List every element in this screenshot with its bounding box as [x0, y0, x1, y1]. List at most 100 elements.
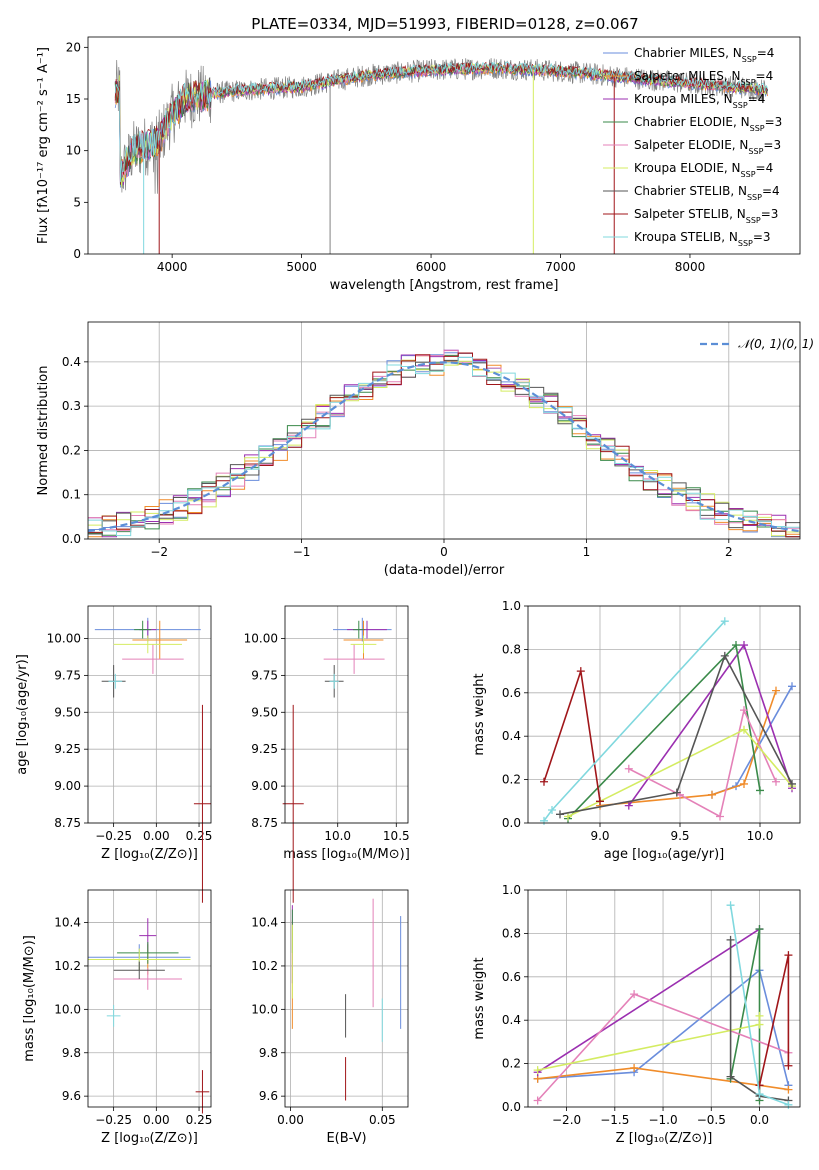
- plus-marker: [755, 1089, 764, 1098]
- legend-subscript: SSP: [746, 216, 761, 225]
- plus-marker: [564, 812, 572, 821]
- legend-entry: Kroupa MILES, NSSP=4: [634, 92, 765, 110]
- plot-frame: [527, 889, 801, 1108]
- y-tick-label: 15: [66, 92, 81, 106]
- histogram-series-8: [88, 352, 800, 538]
- plus-marker: [540, 816, 548, 825]
- plot-frame: [87, 605, 212, 824]
- x-tick-label: 8000: [675, 260, 706, 274]
- x-tick-label: 2: [725, 545, 733, 559]
- plus-marker: [740, 641, 748, 650]
- y-tick-label: 10.0: [54, 1002, 81, 1016]
- plot-frame: [284, 605, 409, 824]
- y-tick-label: 9.50: [251, 705, 278, 719]
- plot-frame: [284, 889, 409, 1108]
- page-title: PLATE=0334, MJD=51993, FIBERID=0128, z=0…: [251, 15, 638, 33]
- x-tick-label: 1: [583, 545, 591, 559]
- plus-marker: [784, 951, 793, 960]
- plus-marker: [630, 990, 639, 999]
- y-tick-label: 0.2: [502, 773, 521, 787]
- legend-suffix: =4: [762, 184, 780, 198]
- metallicity-massweight-panel: −2.0 −1.5 −1.0 −0.5 0.0 0.0 0.2 0.4 0.6 0.8 1.0 Z […: [472, 883, 801, 1146]
- y-tick-label: 8.75: [54, 816, 81, 830]
- y-tick-label: 0.4: [62, 355, 81, 369]
- y-tick-label: 10.2: [251, 959, 278, 973]
- plus-marker: [788, 779, 796, 788]
- mass-weight-series-7: [559, 653, 793, 816]
- x-axis-label: mass [log₁₀(M/M⊙)]: [283, 847, 410, 862]
- mass-weight-series-4: [729, 928, 761, 1101]
- plot-frame: [87, 889, 212, 1108]
- plus-marker: [540, 777, 548, 786]
- y-tick-label: 5: [73, 195, 81, 209]
- mass-weight-series-4: [567, 643, 761, 820]
- spectrum-lines: [114, 58, 768, 254]
- y-tick-label: 10.4: [251, 916, 278, 930]
- x-tick-label: −2.0: [552, 1113, 581, 1127]
- x-tick-label: −0.25: [95, 829, 132, 843]
- y-tick-label: 0.8: [502, 642, 521, 656]
- y-tick-label: 0.6: [502, 970, 521, 984]
- plot-frame: [527, 605, 801, 824]
- metallicity-mass-panel: −0.25 0.00 0.25 9.6 9.8 10.0 10.2 10.4 Z [log₁₀(…: [22, 889, 212, 1146]
- y-tick-label: 8.75: [251, 816, 278, 830]
- legend-subscript: SSP: [748, 147, 763, 156]
- spectrum-panel: 4000 5000 6000 7000 8000 0 5 10 15 20 wavelength […: [36, 36, 801, 293]
- y-tick-label: 9.75: [251, 668, 278, 682]
- x-axis-label: age [log₁₀(age/yr)]: [604, 847, 725, 862]
- x-tick-label: −2: [150, 545, 168, 559]
- x-tick-label: 4000: [157, 260, 188, 274]
- plus-marker: [576, 667, 585, 676]
- x-axis-label: Z [log₁₀(Z/Z⊙)]: [616, 1131, 713, 1146]
- y-tick-label: 0.8: [502, 926, 521, 940]
- plus-marker: [624, 764, 633, 773]
- plot-frame: [87, 36, 801, 255]
- x-tick-label: 10.0: [747, 829, 774, 843]
- legend-subscript: SSP: [742, 55, 757, 64]
- y-tick-label: 0.6: [502, 686, 521, 700]
- age-massweight-panel: 9.0 9.5 10.0 0.0 0.2 0.4 0.6 0.8 1.0 age [log₁₀(a…: [472, 599, 801, 862]
- plus-marker: [772, 777, 780, 786]
- y-tick-label: 0.4: [502, 1013, 521, 1027]
- legend-suffix: =4: [757, 46, 775, 60]
- legend-subscript: SSP: [741, 78, 756, 87]
- legend-suffix: =3: [753, 230, 771, 244]
- legend-entry: Kroupa ELODIE, NSSP=4: [634, 161, 773, 179]
- x-tick-label: −1.0: [648, 1113, 677, 1127]
- model-spectrum-9: [114, 61, 768, 183]
- normal-curve: [88, 361, 800, 533]
- legend-subscript: SSP: [747, 193, 762, 202]
- plus-marker: [784, 1100, 793, 1109]
- y-axis-label: Flux [fλ10⁻¹⁷ erg cm⁻² s⁻¹ A⁻¹]: [36, 47, 51, 244]
- plus-marker: [596, 797, 604, 806]
- legend-entry: Chabrier ELODIE, NSSP=3: [634, 115, 782, 133]
- y-tick-label: 10: [66, 144, 81, 158]
- y-tick-label: 10.0: [251, 1002, 278, 1016]
- plus-marker: [726, 935, 735, 944]
- legend-suffix: =3: [763, 138, 781, 152]
- residual-histogram-panel: −2 −1 0 1 2 0.0 0.1 0.2 0.3 0.4 (data-model)/error…: [36, 321, 814, 578]
- y-tick-label: 0.4: [502, 729, 521, 743]
- plus-marker: [755, 1011, 764, 1020]
- plot-frame: [87, 321, 801, 540]
- legend-subscript: SSP: [750, 124, 765, 133]
- legend-entry: Chabrier MILES, NSSP=4: [634, 46, 774, 64]
- y-axis-label: mass [log₁₀(M/M⊙)]: [22, 935, 37, 1062]
- legend-suffix: =3: [761, 207, 779, 221]
- mass-weight-series-2: [537, 1067, 789, 1091]
- mass-weight-series-7: [729, 939, 789, 1102]
- x-tick-label: 9.5: [670, 829, 689, 843]
- x-tick-label: 6000: [416, 260, 447, 274]
- y-tick-label: 0.2: [502, 1057, 521, 1071]
- plus-marker: [784, 1061, 793, 1070]
- y-axis-label: mass weight: [472, 673, 487, 755]
- histograms: [88, 349, 800, 538]
- plus-marker: [556, 810, 564, 819]
- y-tick-label: 9.00: [54, 779, 81, 793]
- x-tick-label: −1: [293, 545, 311, 559]
- x-tick-label: 0.25: [186, 829, 213, 843]
- y-tick-label: 1.0: [502, 599, 521, 613]
- ebv-mass-panel: 0.00 0.05 9.6 9.8 10.0 10.2 10.4 E(B-V): [251, 889, 409, 1146]
- legend-suffix: =4: [756, 69, 774, 83]
- x-tick-label: 0.00: [143, 829, 170, 843]
